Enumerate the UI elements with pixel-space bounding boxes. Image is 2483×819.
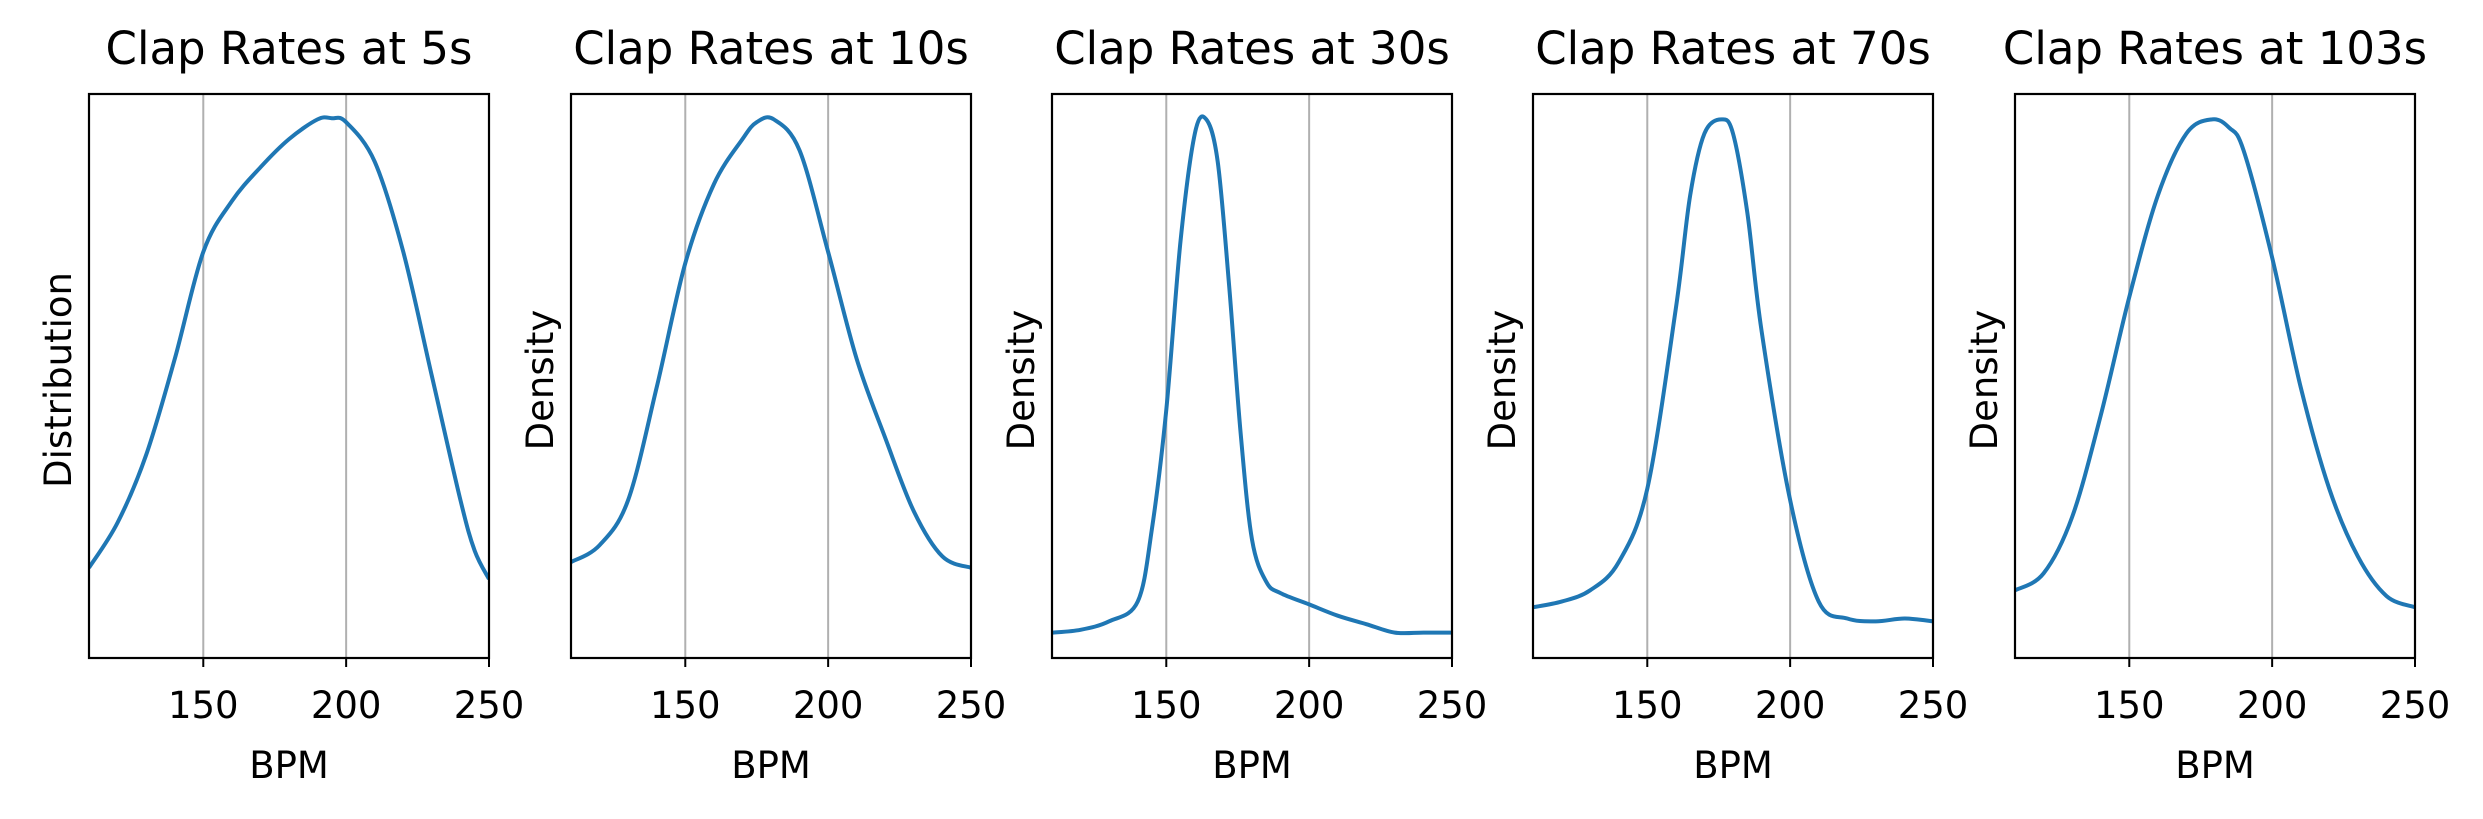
subplot-title: Clap Rates at 10s — [573, 22, 969, 75]
subplot-3: 150 200 250 BPM Density Clap Rates at 30s — [1000, 22, 1487, 787]
subplot-5: 150 200 250 BPM Density Clap Rates at 103s — [1963, 22, 2450, 787]
y-axis-label: Density — [1481, 310, 1524, 451]
y-axis-label: Density — [1000, 310, 1043, 451]
x-axis-label: BPM — [249, 744, 329, 787]
plot-frame — [1531, 92, 1935, 660]
x-tick-label: 250 — [1898, 684, 1969, 727]
subplot-2: 150 200 250 BPM Density Clap Rates at 10s — [519, 22, 1006, 787]
density-curve — [89, 115, 489, 580]
x-tick-label: 150 — [1612, 684, 1683, 727]
plot-frame — [569, 92, 973, 660]
x-tick-label: 200 — [793, 684, 864, 727]
y-axis-label: Distribution — [37, 272, 80, 488]
density-curve — [1533, 117, 1933, 624]
x-tick-label: 200 — [1274, 684, 1345, 727]
subplot-title: Clap Rates at 30s — [1054, 22, 1450, 75]
plot-frame — [2013, 92, 2417, 660]
subplot-title: Clap Rates at 5s — [106, 22, 473, 75]
plot-frame — [87, 92, 491, 660]
x-tick-label: 250 — [1417, 684, 1488, 727]
subplot-1: 150 200 250 BPM Distribution Clap Rates at 5s — [37, 22, 524, 787]
y-axis-label: Density — [1963, 310, 2006, 451]
x-tick-label: 150 — [1131, 684, 1202, 727]
x-axis-label: BPM — [1212, 744, 1292, 787]
x-tick-label: 200 — [1755, 684, 1826, 727]
x-tick-label: 150 — [2094, 684, 2165, 727]
x-axis-label: BPM — [2175, 744, 2255, 787]
x-tick-label: 250 — [2380, 684, 2451, 727]
x-tick-label: 150 — [650, 684, 721, 727]
x-tick-label: 250 — [454, 684, 525, 727]
x-tick-label: 200 — [311, 684, 382, 727]
y-axis-label: Density — [519, 310, 562, 451]
x-tick-label: 250 — [936, 684, 1007, 727]
density-curve — [1052, 114, 1452, 636]
subplot-4: 150 200 250 BPM Density Clap Rates at 70s — [1481, 22, 1968, 787]
x-axis-label: BPM — [1693, 744, 1773, 787]
x-axis-label: BPM — [731, 744, 811, 787]
x-tick-label: 200 — [2237, 684, 2308, 727]
subplot-title: Clap Rates at 70s — [1535, 22, 1931, 75]
subplot-title: Clap Rates at 103s — [2003, 22, 2427, 75]
x-tick-label: 150 — [168, 684, 239, 727]
plot-frame — [1050, 92, 1454, 660]
density-curve — [2015, 117, 2415, 610]
density-curve — [571, 115, 971, 570]
